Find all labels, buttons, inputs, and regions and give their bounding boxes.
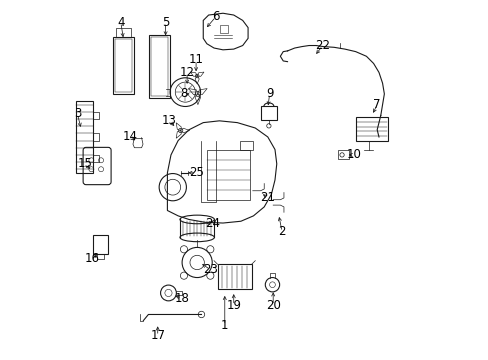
Text: 18: 18 xyxy=(174,292,189,305)
Bar xyxy=(76,101,93,173)
Text: 25: 25 xyxy=(188,166,203,179)
Bar xyxy=(240,140,252,149)
Text: 10: 10 xyxy=(346,148,361,161)
Circle shape xyxy=(198,311,204,318)
Text: 21: 21 xyxy=(260,192,275,204)
Text: 9: 9 xyxy=(265,87,273,100)
Text: 8: 8 xyxy=(180,87,187,100)
Text: 3: 3 xyxy=(74,107,81,120)
Text: 12: 12 xyxy=(179,66,194,79)
Bar xyxy=(217,264,251,289)
Text: 17: 17 xyxy=(150,329,165,342)
Text: 11: 11 xyxy=(188,53,203,66)
Text: 6: 6 xyxy=(212,10,219,23)
Text: 14: 14 xyxy=(122,130,138,144)
Bar xyxy=(261,107,276,120)
Bar xyxy=(150,37,167,96)
Bar xyxy=(115,39,132,92)
Text: 22: 22 xyxy=(315,39,329,52)
Text: 5: 5 xyxy=(162,16,169,29)
Text: 24: 24 xyxy=(204,216,219,230)
Bar xyxy=(93,235,108,253)
Bar xyxy=(148,35,169,98)
Bar xyxy=(113,37,134,94)
Text: 7: 7 xyxy=(373,98,380,111)
Text: 16: 16 xyxy=(84,252,100,265)
Text: 20: 20 xyxy=(265,299,280,312)
Bar xyxy=(338,150,348,159)
Text: 2: 2 xyxy=(278,225,285,238)
Text: 15: 15 xyxy=(77,157,92,170)
Text: 1: 1 xyxy=(221,319,228,332)
Bar xyxy=(206,149,249,200)
Bar xyxy=(355,117,387,140)
Text: 19: 19 xyxy=(226,299,241,312)
Text: 13: 13 xyxy=(162,114,176,127)
Text: 23: 23 xyxy=(203,263,218,276)
Text: 4: 4 xyxy=(117,16,124,29)
Bar xyxy=(220,25,227,33)
